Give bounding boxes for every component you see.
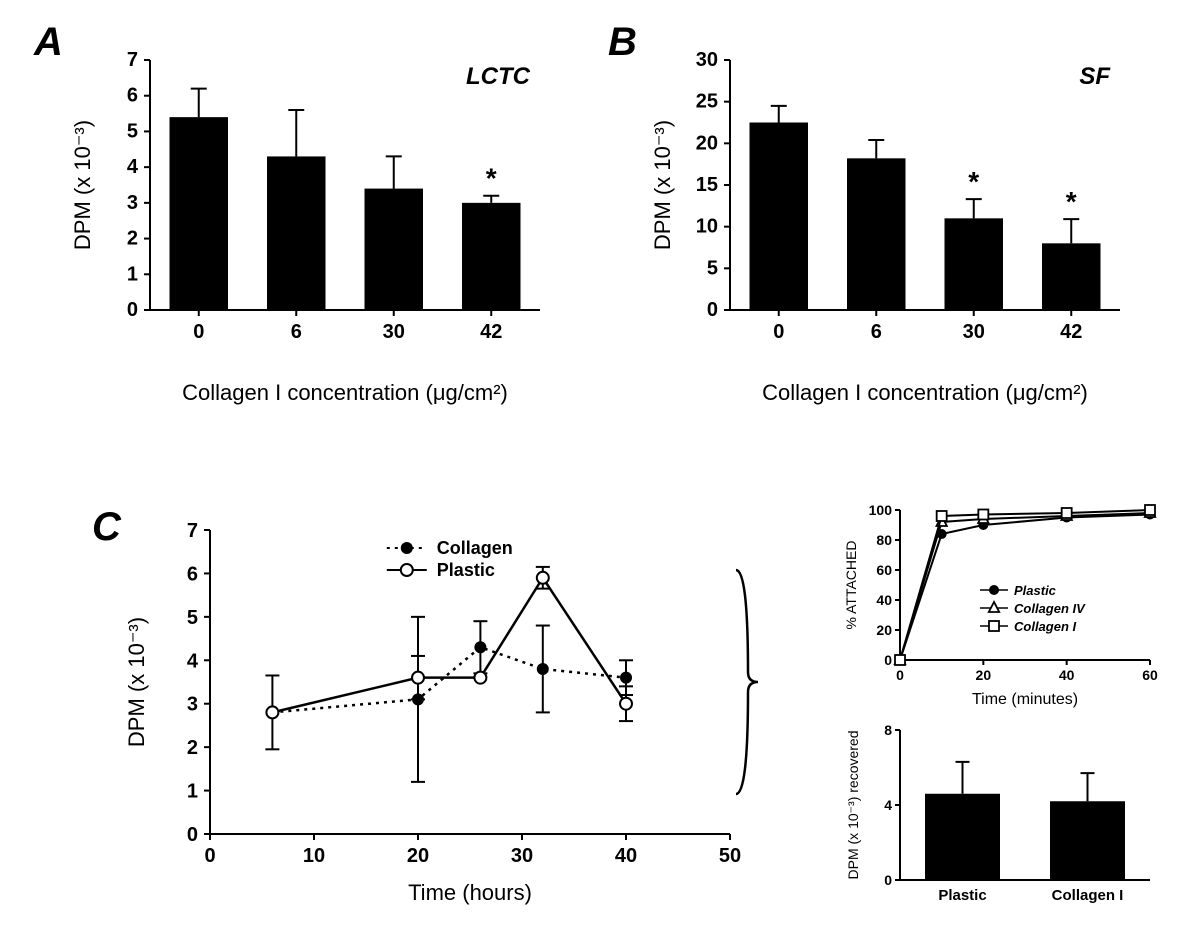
svg-text:42: 42 bbox=[480, 321, 502, 343]
svg-text:30: 30 bbox=[511, 845, 533, 867]
panel-c-inset-bar: 0 4 8 Plastic Collagen I DPM (x 10⁻³) recover… bbox=[840, 720, 1160, 920]
svg-text:10: 10 bbox=[696, 216, 718, 238]
svg-text:Plastic: Plastic bbox=[938, 887, 986, 904]
svg-text:30: 30 bbox=[963, 321, 985, 343]
svg-text:2: 2 bbox=[127, 228, 138, 250]
svg-text:Time (hours): Time (hours) bbox=[408, 880, 532, 905]
panel-label-a: A bbox=[34, 20, 63, 65]
svg-text:8: 8 bbox=[884, 722, 892, 738]
panel-a-chart: 0 1 2 3 4 5 6 7 0 6 30 42 * LCTC DPM (x 10⁻³) Collagen … bbox=[70, 40, 560, 430]
svg-text:7: 7 bbox=[187, 520, 198, 542]
svg-text:15: 15 bbox=[696, 174, 718, 196]
svg-text:10: 10 bbox=[303, 845, 325, 867]
panel-c-inset-line: 0 20 40 60 80 100 0 20 40 60 Plastic Collagen IV Col… bbox=[840, 500, 1160, 710]
svg-text:% ATTACHED: % ATTACHED bbox=[843, 541, 859, 630]
svg-text:7: 7 bbox=[127, 49, 138, 71]
svg-text:Collagen I: Collagen I bbox=[1014, 619, 1077, 634]
svg-text:0: 0 bbox=[896, 667, 904, 683]
svg-text:20: 20 bbox=[696, 132, 718, 154]
panel-label-c: C bbox=[92, 505, 121, 550]
svg-text:0: 0 bbox=[773, 321, 784, 343]
svg-text:4: 4 bbox=[187, 650, 199, 672]
svg-text:1: 1 bbox=[187, 781, 198, 803]
svg-text:80: 80 bbox=[876, 532, 892, 548]
panel-label-b: B bbox=[608, 20, 637, 65]
svg-text:40: 40 bbox=[1059, 667, 1075, 683]
svg-text:60: 60 bbox=[1142, 667, 1158, 683]
svg-text:30: 30 bbox=[383, 321, 405, 343]
svg-text:*: * bbox=[968, 166, 979, 197]
figure-root: A B C 01234567063042*LCTCDPM (x 10⁻³)Col… bbox=[0, 0, 1200, 929]
svg-text:50: 50 bbox=[719, 845, 741, 867]
svg-text:5: 5 bbox=[707, 257, 718, 279]
svg-text:LCTC: LCTC bbox=[466, 63, 531, 90]
svg-text:Plastic: Plastic bbox=[1014, 583, 1057, 598]
svg-text:*: * bbox=[486, 163, 497, 194]
svg-text:6: 6 bbox=[187, 563, 198, 585]
svg-text:*: * bbox=[1066, 186, 1077, 217]
svg-text:0: 0 bbox=[884, 872, 892, 888]
svg-text:20: 20 bbox=[876, 622, 892, 638]
svg-text:3: 3 bbox=[127, 192, 138, 214]
svg-text:6: 6 bbox=[871, 321, 882, 343]
svg-text:30: 30 bbox=[696, 49, 718, 71]
svg-text:DPM (x 10⁻³): DPM (x 10⁻³) bbox=[650, 120, 675, 250]
svg-text:Collagen I concentration (μg/c: Collagen I concentration (μg/cm²) bbox=[182, 380, 508, 405]
svg-text:6: 6 bbox=[127, 85, 138, 107]
svg-text:0: 0 bbox=[707, 299, 718, 321]
svg-text:Collagen I concentration (μg/c: Collagen I concentration (μg/cm²) bbox=[762, 380, 1088, 405]
svg-text:SF: SF bbox=[1079, 63, 1111, 90]
svg-text:42: 42 bbox=[1060, 321, 1082, 343]
svg-text:5: 5 bbox=[187, 607, 198, 629]
svg-text:20: 20 bbox=[976, 667, 992, 683]
svg-text:0: 0 bbox=[127, 299, 138, 321]
svg-text:0: 0 bbox=[187, 824, 198, 846]
svg-text:Time (minutes): Time (minutes) bbox=[972, 691, 1078, 708]
svg-text:DPM (x 10⁻³): DPM (x 10⁻³) bbox=[70, 120, 95, 250]
panel-c-chart: 0 1 2 3 4 5 6 7 0 10 20 30 40 50 CollagenPlastic DPM (x… bbox=[120, 510, 760, 920]
svg-text:4: 4 bbox=[884, 797, 892, 813]
svg-text:Collagen: Collagen bbox=[437, 538, 513, 558]
svg-text:3: 3 bbox=[187, 694, 198, 716]
svg-text:60: 60 bbox=[876, 562, 892, 578]
panel-b-chart: 0 5 10 15 20 25 30 0 6 30 * 42 * SF DPM (x 10⁻³) Collag… bbox=[650, 40, 1140, 430]
svg-text:Plastic: Plastic bbox=[437, 560, 495, 580]
svg-text:1: 1 bbox=[127, 263, 138, 285]
svg-text:6: 6 bbox=[291, 321, 302, 343]
svg-text:5: 5 bbox=[127, 120, 138, 142]
svg-text:25: 25 bbox=[696, 91, 718, 113]
svg-text:Collagen IV: Collagen IV bbox=[1014, 601, 1086, 616]
svg-text:DPM (x 10⁻³): DPM (x 10⁻³) bbox=[124, 617, 149, 747]
svg-text:0: 0 bbox=[204, 845, 215, 867]
svg-text:40: 40 bbox=[876, 592, 892, 608]
svg-text:100: 100 bbox=[869, 502, 893, 518]
svg-text:0: 0 bbox=[884, 652, 892, 668]
svg-text:2: 2 bbox=[187, 737, 198, 759]
svg-text:0: 0 bbox=[193, 321, 204, 343]
svg-text:DPM (x 10⁻³) recovered: DPM (x 10⁻³) recovered bbox=[845, 731, 861, 880]
svg-text:40: 40 bbox=[615, 845, 637, 867]
svg-text:20: 20 bbox=[407, 845, 429, 867]
svg-text:4: 4 bbox=[127, 156, 139, 178]
svg-text:Collagen I: Collagen I bbox=[1052, 887, 1124, 904]
